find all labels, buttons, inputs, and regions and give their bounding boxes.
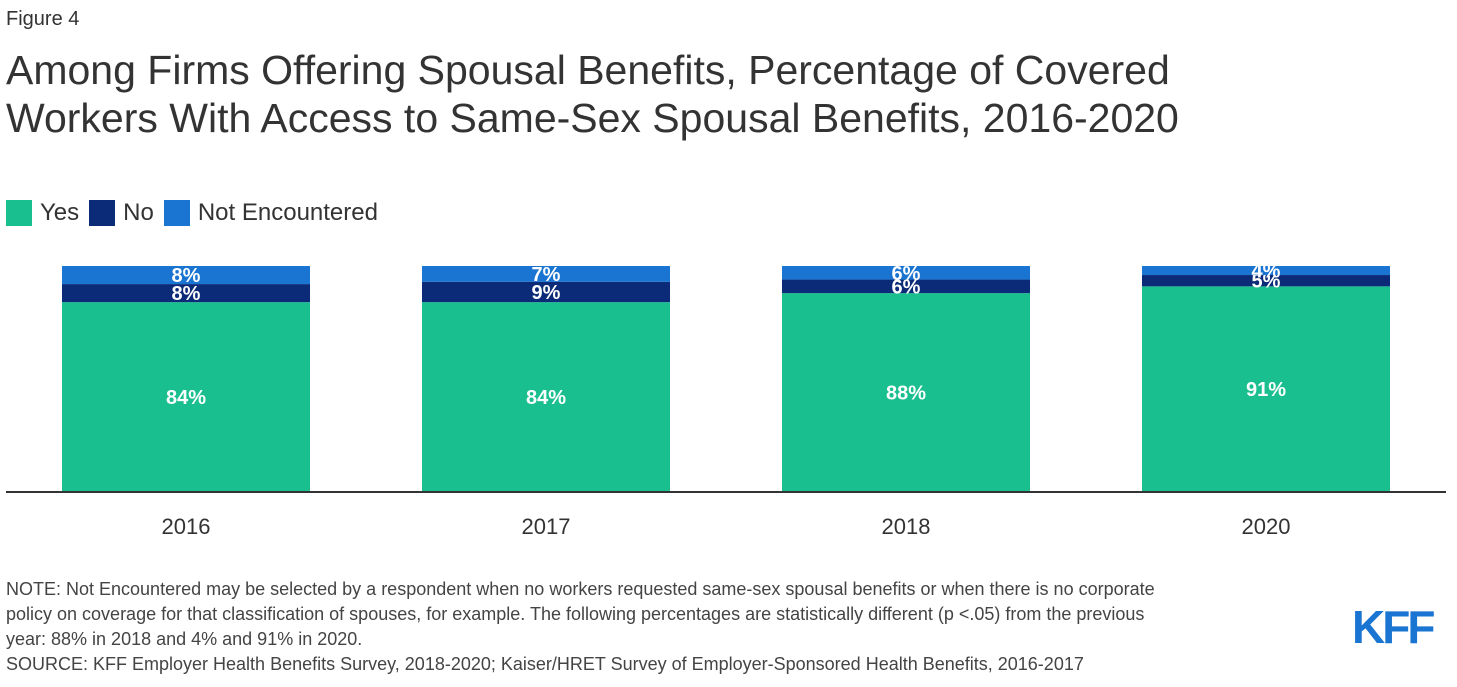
- legend-label-not-encountered: Not Encountered: [197, 199, 378, 226]
- bar-segment-yes-2020: [1142, 286, 1390, 492]
- data-label-no-2016: 8%: [172, 283, 201, 305]
- legend-item-yes: Yes: [6, 199, 79, 227]
- legend-swatch-yes: [6, 200, 32, 226]
- source-line: SOURCE: KFF Employer Health Benefits Sur…: [6, 654, 1084, 674]
- data-label-yes-2018: 88%: [886, 383, 926, 405]
- x-tick-label-2020: 2020: [1242, 514, 1291, 539]
- data-label-not-encountered-2020: 4%: [1252, 261, 1281, 283]
- data-label-no-2020: 5%: [1252, 271, 1281, 293]
- data-label-yes-2017: 84%: [526, 387, 566, 409]
- chart-title-line-1: Among Firms Offering Spousal Benefits, P…: [6, 47, 1170, 93]
- note-line-3: year: 88% in 2018 and 4% and 91% in 2020…: [6, 629, 363, 649]
- figure-label: Figure 4: [6, 8, 80, 30]
- stacked-bar-chart: 84% 8%8% 2016 84% 9%7% 2017 88% 6%6% 2018 91% 5%4%…: [6, 261, 1446, 539]
- bar-segment-no-2018: [782, 279, 1030, 294]
- chart-notes: NOTE: Not Encountered may be selected by…: [6, 577, 1346, 677]
- legend-swatch-not-encountered: [163, 200, 190, 226]
- legend-item-not-encountered: Not Encountered: [163, 199, 378, 227]
- bar-segment-no-2020: [1142, 275, 1390, 287]
- bar-segment-not-encountered-2020: [1142, 266, 1390, 276]
- legend-label-yes: Yes: [40, 199, 80, 226]
- note-line-1: NOTE: Not Encountered may be selected by…: [6, 579, 1155, 599]
- x-tick-label-2018: 2018: [882, 514, 931, 539]
- legend-swatch-no: [89, 200, 116, 226]
- data-label-no-2017: 9%: [532, 282, 561, 304]
- bar-segment-yes-2018: [782, 293, 1030, 492]
- chart-title-line-2: Workers With Access to Same-Sex Spousal …: [6, 95, 1179, 141]
- kff-logo-text: KFF: [1352, 603, 1434, 647]
- x-tick-label-2016: 2016: [162, 514, 211, 539]
- data-label-not-encountered-2016: 8%: [172, 265, 201, 287]
- chart-title: Among Firms Offering Spousal Benefits, P…: [6, 46, 1406, 142]
- bar-segment-not-encountered-2018: [782, 266, 1030, 280]
- bar-segment-yes-2016: [62, 302, 310, 492]
- bar-segment-no-2017: [422, 281, 670, 303]
- bar-segment-not-encountered-2016: [62, 266, 310, 285]
- data-label-yes-2020: 91%: [1246, 379, 1286, 401]
- x-tick-label-2017: 2017: [522, 514, 571, 539]
- data-label-yes-2016: 84%: [166, 387, 206, 409]
- bar-segment-no-2016: [62, 284, 310, 303]
- bar-segment-yes-2017: [422, 302, 670, 492]
- data-label-no-2018: 6%: [892, 276, 921, 298]
- kff-logo: KFF: [1352, 603, 1437, 647]
- legend-label-no: No: [123, 199, 154, 226]
- chart-legend: Yes No Not Encountered: [6, 199, 388, 227]
- data-label-not-encountered-2017: 7%: [532, 264, 561, 286]
- legend-item-no: No: [89, 199, 154, 227]
- data-label-not-encountered-2018: 6%: [892, 263, 921, 285]
- bar-segment-not-encountered-2017: [422, 266, 670, 282]
- note-line-2: policy on coverage for that classificati…: [6, 604, 1145, 624]
